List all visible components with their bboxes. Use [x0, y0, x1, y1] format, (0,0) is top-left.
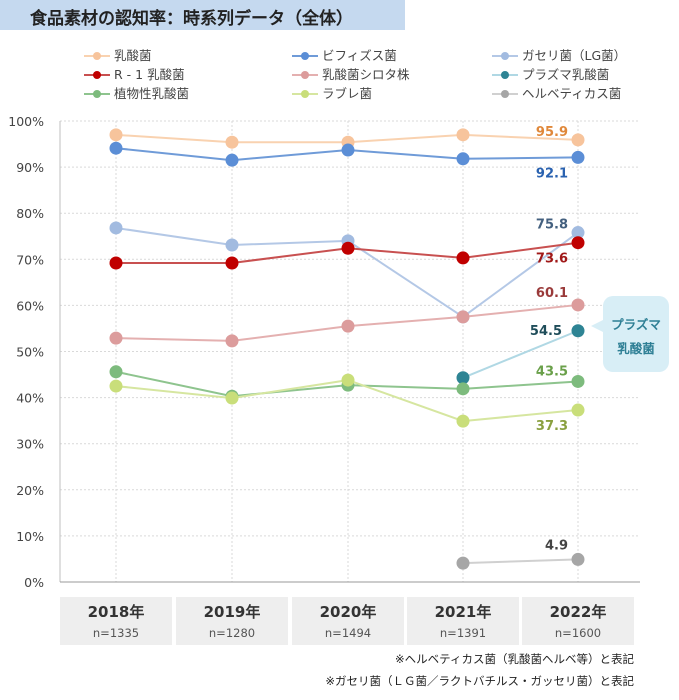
data-point	[456, 310, 470, 324]
chart-title: 食品素材の認知率：時系列データ（全体）	[30, 9, 353, 29]
legend-dot-icon	[301, 52, 309, 60]
data-point	[109, 141, 123, 155]
legend-label: 乳酸菌シロタ株	[322, 67, 410, 82]
category-cell: 2022年 n=1600	[522, 597, 634, 645]
legend-dot-icon	[93, 71, 101, 79]
series-line	[462, 329, 579, 379]
category-cell: 2020年 n=1494	[292, 597, 404, 645]
y-tick-label: 100%	[8, 114, 44, 129]
data-label: 73.6	[536, 252, 568, 267]
data-label: 75.8	[536, 218, 568, 233]
legend-dot-icon	[93, 52, 101, 60]
data-point	[341, 143, 355, 157]
callout-line2: 乳酸菌	[617, 341, 655, 356]
y-tick-label: 50%	[16, 345, 44, 360]
category-cell: 2018年 n=1335	[60, 597, 172, 645]
data-label: 43.5	[536, 364, 568, 379]
category-cell: 2021年 n=1391	[407, 597, 519, 645]
series-line	[462, 558, 579, 565]
data-point	[109, 221, 123, 235]
chart-title-banner: 食品素材の認知率：時系列データ（全体）	[0, 0, 405, 30]
callout-line1: プラズマ	[611, 317, 661, 332]
y-tick-label: 70%	[16, 252, 44, 267]
y-tick-label: 90%	[16, 160, 44, 175]
data-point	[571, 552, 585, 566]
data-point	[341, 241, 355, 255]
data-point	[109, 365, 123, 379]
category-year: 2019年	[203, 603, 261, 621]
sample-size: n=1280	[208, 626, 256, 640]
data-point	[571, 403, 585, 417]
data-point	[456, 251, 470, 265]
category-year: 2020年	[319, 603, 377, 621]
data-point	[456, 371, 470, 385]
legend-label: 植物性乳酸菌	[114, 86, 190, 101]
data-point	[225, 238, 239, 252]
legend-dot-icon	[501, 52, 509, 60]
footnote-gasseri: ※ガセリ菌（ＬＧ菌／ラクトバチルス・ガッセリ菌）と表記	[325, 674, 634, 688]
sample-size: n=1391	[439, 626, 487, 640]
data-label: 95.9	[536, 125, 568, 140]
y-tick-label: 30%	[16, 437, 44, 452]
category-cell: 2019年 n=1280	[176, 597, 288, 645]
data-point	[456, 382, 470, 396]
data-point	[225, 391, 239, 405]
data-point	[571, 236, 585, 250]
data-point	[341, 373, 355, 387]
data-point	[456, 414, 470, 428]
sample-size: n=1600	[554, 626, 602, 640]
legend-label: 乳酸菌	[114, 48, 152, 63]
sample-size: n=1335	[92, 626, 140, 640]
legend-label: R - 1 乳酸菌	[114, 67, 185, 82]
data-point	[109, 379, 123, 393]
data-point	[109, 331, 123, 345]
legend-dot-icon	[501, 71, 509, 79]
legend-dot-icon	[93, 90, 101, 98]
data-point	[571, 324, 585, 338]
data-point	[225, 135, 239, 149]
legend-label: ガセリ菌（LG菌）	[522, 48, 627, 63]
legend-label: ビフィズス菌	[322, 48, 397, 63]
data-label: 4.9	[545, 538, 568, 553]
legend-label: プラズマ乳酸菌	[522, 67, 610, 82]
legend-label: ヘルベティカス菌	[522, 86, 622, 101]
data-point	[456, 128, 470, 142]
legend-dot-icon	[301, 71, 309, 79]
legend-label: ラブレ菌	[322, 86, 373, 101]
footnote-helveticus: ※ヘルベティカス菌（乳酸菌ヘルベ等）と表記	[395, 652, 634, 666]
data-label: 54.5	[530, 324, 562, 339]
category-year: 2022年	[549, 603, 607, 621]
data-label: 60.1	[536, 286, 568, 301]
data-point	[571, 150, 585, 164]
category-year: 2018年	[87, 603, 145, 621]
data-point	[225, 256, 239, 270]
sample-size: n=1494	[324, 626, 372, 640]
data-label: 92.1	[536, 166, 568, 181]
y-tick-label: 10%	[16, 529, 44, 544]
data-point	[571, 374, 585, 388]
y-tick-label: 0%	[24, 575, 44, 590]
data-point	[456, 152, 470, 166]
data-point	[109, 128, 123, 142]
y-tick-label: 80%	[16, 206, 44, 221]
data-point	[571, 133, 585, 147]
data-point	[225, 334, 239, 348]
legend-dot-icon	[301, 90, 309, 98]
y-tick-label: 40%	[16, 391, 44, 406]
legend-dot-icon	[501, 90, 509, 98]
data-point	[571, 298, 585, 312]
y-tick-label: 20%	[16, 483, 44, 498]
data-point	[341, 319, 355, 333]
y-tick-label: 60%	[16, 298, 44, 313]
data-point	[571, 226, 585, 240]
callout-plasma: プラズマ 乳酸菌	[591, 296, 669, 372]
data-point	[225, 153, 239, 167]
category-year: 2021年	[434, 603, 492, 621]
data-point	[109, 256, 123, 270]
data-label: 37.3	[536, 419, 568, 434]
data-point	[456, 556, 470, 570]
